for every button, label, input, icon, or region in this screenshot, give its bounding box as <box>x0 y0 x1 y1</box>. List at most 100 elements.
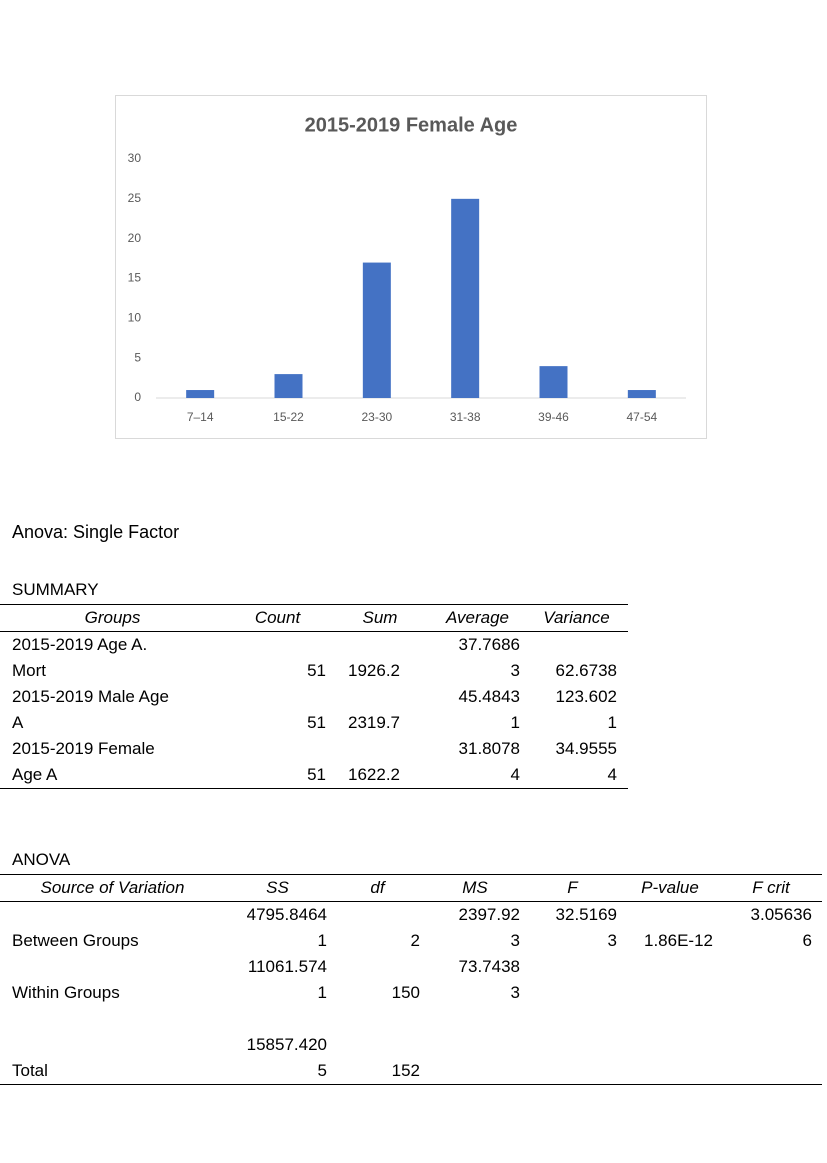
cell-value: 51 <box>307 713 326 732</box>
cell-value: 4795.84641 <box>246 905 327 950</box>
header-row: Source of Variation SS df MS F P-value F crit <box>0 874 822 902</box>
table-cell: 2015-2019 Female Age A <box>0 736 225 789</box>
row-label: 2015-2019 Age A. Mort <box>12 635 148 680</box>
cell-value: 45.48431 <box>458 687 520 732</box>
y-tick-label: 5 <box>134 350 141 364</box>
table-cell: Total <box>0 1006 225 1085</box>
cell-value: 34.95554 <box>555 739 617 784</box>
table-cell: 2015-2019 Male Age A <box>0 684 225 736</box>
table-cell: 1622.2 <box>330 736 430 789</box>
column-header: Sum <box>362 608 398 627</box>
cell-value: 3.056366 <box>750 905 812 950</box>
column-header: Groups <box>84 608 141 627</box>
cell-value: 123.6021 <box>555 687 617 732</box>
table-body: Between Groups 4795.84641 2 2397.923 32.5169… <box>0 902 822 1085</box>
table-cell: 3.056366 <box>720 902 822 955</box>
anova-table-title: ANOVA <box>12 850 71 869</box>
table-cell <box>620 954 720 1006</box>
table-cell: 34.95554 <box>525 736 628 789</box>
table-row: Within Groups 11061.5741 150 73.74383 <box>0 954 822 1006</box>
table-cell: Within Groups <box>0 954 225 1006</box>
table-cell: 2319.7 <box>330 684 430 736</box>
table-cell: 123.6021 <box>525 684 628 736</box>
x-tick-label: 15-22 <box>273 410 304 424</box>
x-tick-label: 47-54 <box>626 410 657 424</box>
table-cell: 1.86E-12 <box>620 902 720 955</box>
table-cell: 4795.84641 <box>225 902 330 955</box>
column-header: Count <box>254 608 301 627</box>
table-cell <box>525 1006 620 1085</box>
cell-value: 2397.923 <box>458 905 520 950</box>
chart: 2015-2019 Female Age 0 5 10 15 20 25 30 7–14 15-… <box>128 114 686 424</box>
bar <box>362 262 391 398</box>
column-header: Average <box>445 608 509 627</box>
table-head: Groups Count Sum Average Variance <box>0 604 628 632</box>
table-row: Between Groups 4795.84641 2 2397.923 32.5169… <box>0 902 822 955</box>
row-label: Total <box>12 1061 48 1080</box>
column-header: df <box>370 878 385 897</box>
summary-title: SUMMARY <box>12 580 99 599</box>
column-header: F crit <box>752 878 790 897</box>
cell-value: 15857.4205 <box>246 1035 327 1080</box>
table-cell: 51 <box>225 632 330 685</box>
table-cell: 15857.4205 <box>225 1006 330 1085</box>
table-cell: 73.74383 <box>425 954 525 1006</box>
cell-value: 31.80784 <box>458 739 520 784</box>
cell-value: 51 <box>307 765 326 784</box>
table-cell: 150 <box>330 954 425 1006</box>
table-cell: 45.48431 <box>430 684 525 736</box>
row-label: Between Groups <box>12 931 139 950</box>
bar <box>451 198 480 398</box>
cell-value: 62.6738 <box>555 661 617 680</box>
chart-box: 2015-2019 Female Age 0 5 10 15 20 25 30 7–14 15-… <box>115 95 707 439</box>
cell-value: 11061.5741 <box>247 957 327 1002</box>
cell-value: 2 <box>410 931 420 950</box>
row-label: 2015-2019 Female Age A <box>12 739 155 784</box>
table-cell: 32.51693 <box>525 902 620 955</box>
y-tick-label: 0 <box>134 390 141 404</box>
table-cell: 11061.5741 <box>225 954 330 1006</box>
table-cell: 152 <box>330 1006 425 1085</box>
bar <box>186 390 215 398</box>
column-header: P-value <box>641 878 699 897</box>
column-header: F <box>567 878 578 897</box>
bar <box>627 390 656 398</box>
column-header: MS <box>462 878 488 897</box>
table-cell <box>720 954 822 1006</box>
cell-value: 150 <box>391 983 420 1002</box>
y-tick-label: 10 <box>128 311 142 325</box>
y-tick-label: 25 <box>128 191 142 205</box>
table-cell: 2397.923 <box>425 902 525 955</box>
cell-value: 37.76863 <box>458 635 520 680</box>
cell-value: 32.51693 <box>555 905 617 950</box>
row-label: 2015-2019 Male Age A <box>12 687 169 732</box>
table-row: 2015-2019 Age A. Mort 51 1926.2 37.76863 62.… <box>0 632 628 685</box>
table-cell <box>720 1006 822 1085</box>
cell-value: 2319.7 <box>348 713 400 732</box>
anova-title: Anova: Single Factor <box>12 522 180 542</box>
anova-table: Source of Variation SS df MS F P-value F crit B… <box>0 874 822 1085</box>
table-row: 2015-2019 Female Age A 51 1622.2 31.80784 34… <box>0 736 628 789</box>
summary-table: Groups Count Sum Average Variance 2015-2019 A… <box>0 604 628 789</box>
table-cell: 1926.2 <box>330 632 430 685</box>
cell-value: 1926.2 <box>348 661 400 680</box>
bar <box>539 366 568 398</box>
column-header: SS <box>266 878 289 897</box>
x-tick-label: 7–14 <box>187 410 214 424</box>
column-header: Source of Variation <box>40 878 185 897</box>
cell-value: 152 <box>391 1061 420 1080</box>
cell-value: 1.86E-12 <box>644 931 713 950</box>
table-cell: 2 <box>330 902 425 955</box>
table-body: 2015-2019 Age A. Mort 51 1926.2 37.76863 62.… <box>0 632 628 789</box>
table-cell <box>425 1006 525 1085</box>
x-tick-label: 31-38 <box>450 410 481 424</box>
table-cell: Between Groups <box>0 902 225 955</box>
table-cell: 31.80784 <box>430 736 525 789</box>
cell-value: 1622.2 <box>348 765 400 784</box>
column-header: Variance <box>543 608 610 627</box>
x-tick-label: 39-46 <box>538 410 569 424</box>
table-cell: 37.76863 <box>430 632 525 685</box>
cell-value: 51 <box>307 661 326 680</box>
bar <box>274 374 303 398</box>
